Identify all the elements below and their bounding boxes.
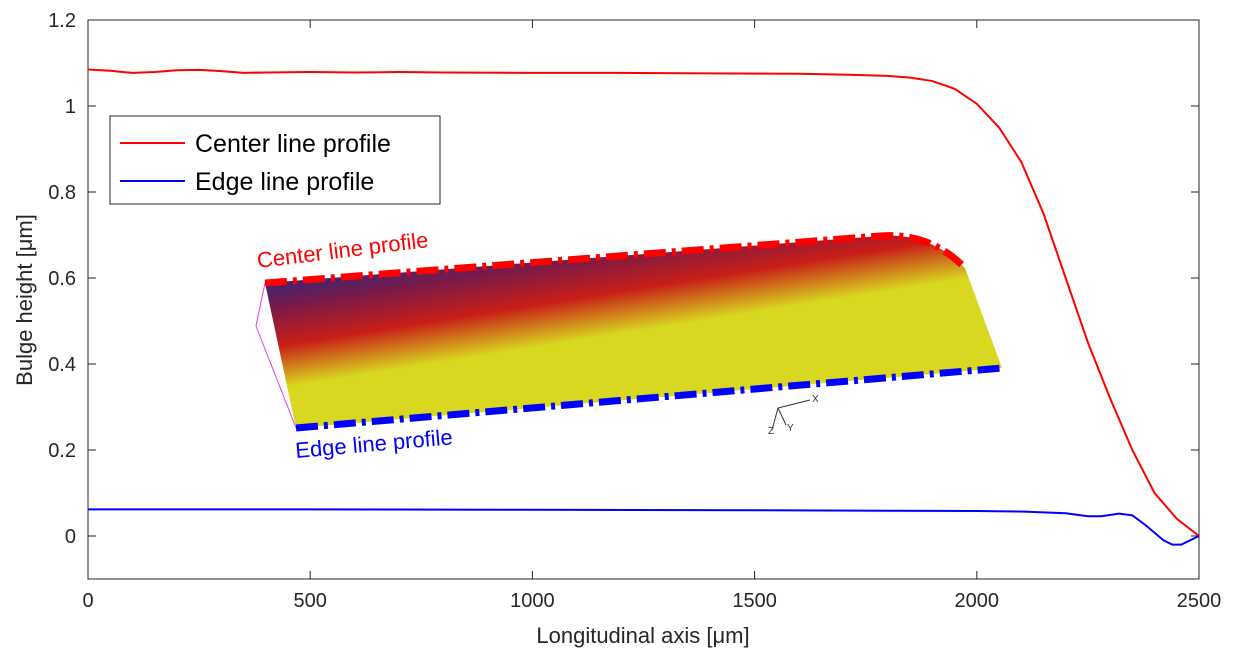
x-tick-label: 0: [82, 590, 93, 612]
y-tick-label: 0.2: [48, 440, 76, 462]
y-tick-label: 1: [65, 96, 76, 118]
y-tick-label: 0.8: [48, 182, 76, 204]
legend: Center line profile Edge line profile: [109, 115, 441, 205]
y-axis-label: Bulge height [μm]: [12, 214, 37, 386]
data-line: [87, 68, 1200, 537]
y-tick-label: 0.4: [48, 354, 76, 376]
data-line: [88, 508, 1200, 546]
x-tick-label: 500: [294, 590, 327, 612]
y-tick-label: 0.6: [48, 268, 76, 290]
triad-label: Z: [768, 426, 774, 437]
x-tick-label: 1500: [732, 590, 777, 612]
legend-box: [109, 115, 441, 205]
inset-edge-line: [295, 364, 1003, 432]
legend-label: Edge line profile: [195, 168, 374, 196]
inset-center-line: [264, 232, 968, 287]
x-tick-label: 2500: [1177, 590, 1222, 612]
axis-triad: [771, 399, 811, 431]
inset-fill: [265, 235, 1002, 428]
inset-outline: [255, 282, 297, 429]
x-tick-label: 2000: [955, 590, 1000, 612]
triad-label: Y: [787, 423, 794, 434]
x-axis-label: Longitudinal axis [μm]: [536, 623, 749, 648]
triad-label: X: [812, 394, 819, 405]
legend-label: Center line profile: [195, 130, 391, 158]
x-tick-label: 1000: [510, 590, 555, 612]
y-tick-label: 1.2: [48, 10, 76, 32]
y-tick-label: 0: [65, 526, 76, 548]
